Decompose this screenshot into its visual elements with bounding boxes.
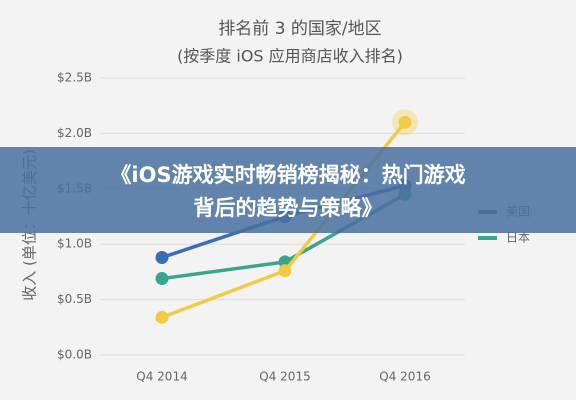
y-tick-label: $1.0B [57,237,92,251]
y-tick-label: $0.0B [57,348,92,362]
point [155,310,169,324]
banner [0,147,576,233]
banner-text: 背后的趋势与策略》 [194,196,383,220]
banner-text: 《iOS游戏实时畅销榜揭秘：热门游戏 [110,163,465,187]
y-tick-label: $2.0B [57,126,92,140]
point [155,250,169,264]
point [155,272,169,286]
legend-label: 日本 [506,231,530,245]
x-tick-label: Q4 2014 [136,370,187,384]
point [398,115,412,129]
chart-subtitle: (按季度 iOS 应用商店收入排名) [177,47,403,66]
x-tick-label: Q4 2015 [259,370,310,384]
chart-title: 排名前 3 的国家/地区 [218,19,381,39]
point [278,264,292,278]
y-tick-label: $0.5B [57,292,92,306]
x-tick-label: Q4 2016 [379,370,430,384]
y-tick-label: $2.5B [57,71,92,85]
